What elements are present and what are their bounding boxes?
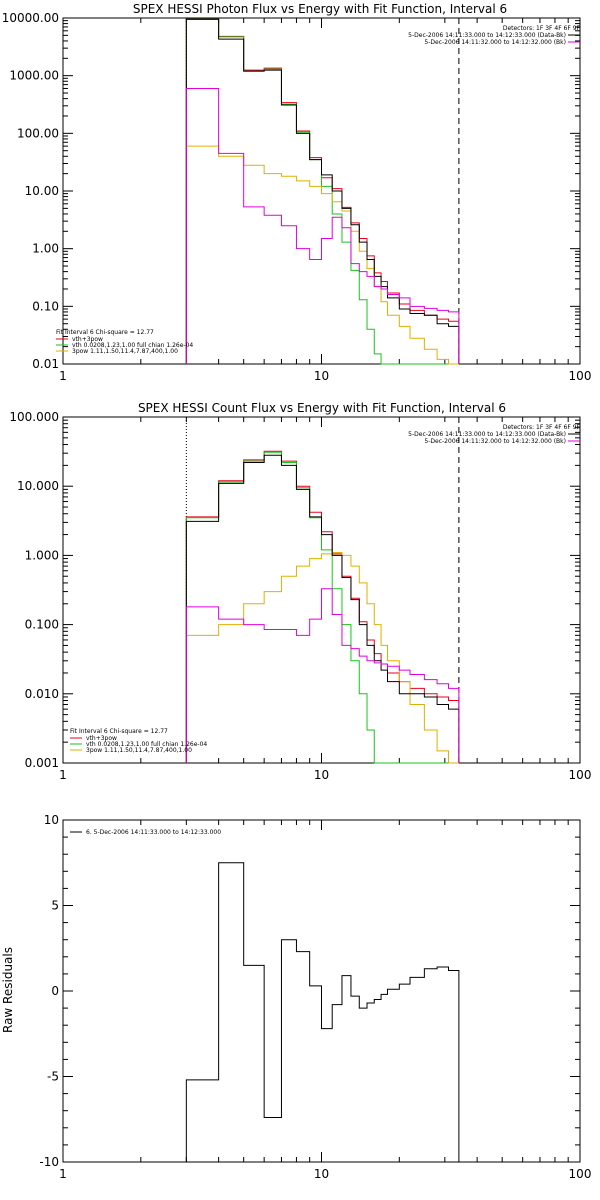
legend-data-series: Detectors: 1F 3F 4F 6F 9F 5-Dec-2006 14:… bbox=[408, 424, 580, 445]
legend-label: vth+3pow bbox=[86, 735, 117, 742]
y-tick-label: 0.010 bbox=[25, 687, 59, 701]
panel-title: SPEX HESSI Count Flux vs Energy with Fit… bbox=[138, 401, 506, 415]
count-flux-panel: SPEX HESSI Count Flux vs Energy with Fit… bbox=[9, 401, 591, 782]
y-tick-label: 1000.00 bbox=[9, 69, 59, 83]
series-line bbox=[185, 18, 460, 364]
legend-header: Detectors: 1F 3F 4F 6F 9F bbox=[503, 424, 581, 431]
y-tick-label: 5 bbox=[51, 899, 59, 913]
y-tick-label: 1.00 bbox=[32, 242, 59, 256]
legend-label: 5-Dec-2006 14:11:33.000 to 14:12:33.000 … bbox=[408, 32, 566, 39]
y-tick-label: 10.000 bbox=[17, 479, 59, 493]
y-axis-label: Raw Residuals bbox=[1, 947, 15, 1033]
y-tick-label: 0.01 bbox=[32, 357, 59, 371]
y-tick-label: 100.00 bbox=[17, 126, 59, 140]
y-tick-label: 0.100 bbox=[25, 618, 59, 632]
series-line bbox=[185, 552, 459, 764]
legend-label: 5-Dec-2006 14:11:32.000 to 14:12:32.000 … bbox=[424, 438, 566, 445]
series-line bbox=[185, 18, 459, 365]
y-tick-label: 100.000 bbox=[9, 410, 59, 424]
y-tick-label: 10000.00 bbox=[2, 11, 59, 25]
legend-residual-series: 6. 5-Dec-2006 14:11:33.000 to 14:12:33.0… bbox=[70, 829, 221, 836]
x-tick-label: 100 bbox=[569, 768, 592, 782]
y-tick-label: -10 bbox=[39, 1155, 59, 1169]
residuals-panel: 1 10 100 -10 -5 0 5 10 Raw Residuals 6. 5-Dec-2… bbox=[1, 813, 591, 1181]
x-tick-label: 100 bbox=[569, 1167, 592, 1181]
legend-label: 6. 5-Dec-2006 14:11:33.000 to 14:12:33.0… bbox=[86, 829, 221, 836]
legend-fit-components: Fit Interval 6 Chi-square = 12.77 vth+3p… bbox=[56, 329, 193, 355]
y-tick-label: 10.00 bbox=[25, 184, 59, 198]
series-line bbox=[185, 87, 460, 364]
x-tick-label: 100 bbox=[569, 369, 592, 383]
x-tick-label: 10 bbox=[314, 369, 329, 383]
legend-header: Detectors: 1F 3F 4F 6F 9F bbox=[503, 25, 581, 32]
series-line bbox=[185, 145, 459, 365]
y-tick-label: 10 bbox=[44, 813, 59, 827]
series-line bbox=[185, 18, 460, 364]
series-line bbox=[185, 451, 459, 764]
x-tick-label: 1 bbox=[59, 369, 67, 383]
x-tick-label: 1 bbox=[59, 1167, 67, 1181]
legend-label: 3pow 1.11,1.50,11.4,7.87,400,1.00 bbox=[86, 747, 192, 754]
series-line bbox=[185, 450, 460, 763]
legend-label: 3pow 1.11,1.50,11.4,7.87,400,1.00 bbox=[72, 348, 178, 355]
legend-label: vth 0.0208,1.23,1.00 full chian 1.26e-04 bbox=[72, 342, 193, 349]
series-line bbox=[185, 454, 460, 763]
series-line bbox=[185, 862, 460, 1162]
x-tick-label: 10 bbox=[314, 1167, 329, 1181]
y-tick-label: 0.001 bbox=[25, 756, 59, 770]
legend-label: vth+3pow bbox=[72, 336, 103, 343]
y-tick-label: 0.10 bbox=[32, 299, 59, 313]
x-tick-label: 10 bbox=[314, 768, 329, 782]
panel-title: SPEX HESSI Photon Flux vs Energy with Fi… bbox=[133, 2, 507, 16]
legend-header: Fit Interval 6 Chi-square = 12.77 bbox=[56, 329, 154, 336]
photon-flux-panel: SPEX HESSI Photon Flux vs Energy with Fi… bbox=[2, 2, 592, 383]
y-tick-label: -5 bbox=[47, 1070, 59, 1084]
legend-fit-components: Fit Interval 6 Chi-square = 12.77 vth+3p… bbox=[70, 728, 207, 754]
legend-data-series: Detectors: 1F 3F 4F 6F 9F 5-Dec-2006 14:… bbox=[408, 25, 580, 46]
legend-label: vth 0.0208,1.23,1.00 full chian 1.26e-04 bbox=[86, 741, 207, 748]
y-tick-label: 1.000 bbox=[25, 548, 59, 562]
legend-label: 5-Dec-2006 14:11:32.000 to 14:12:32.000 … bbox=[424, 39, 566, 46]
legend-header: Fit Interval 6 Chi-square = 12.77 bbox=[70, 728, 168, 735]
y-tick-label: 0 bbox=[51, 984, 59, 998]
series-line bbox=[185, 588, 460, 763]
legend-label: 5-Dec-2006 14:11:33.000 to 14:12:33.000 … bbox=[408, 431, 566, 438]
x-tick-label: 1 bbox=[59, 768, 67, 782]
